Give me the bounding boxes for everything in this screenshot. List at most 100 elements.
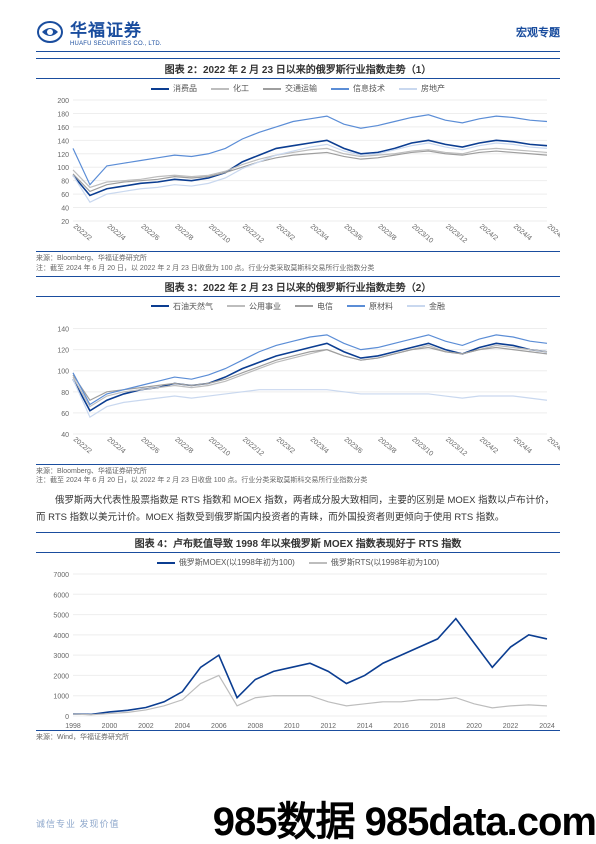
- svg-text:2023/12: 2023/12: [444, 436, 468, 458]
- svg-text:2024/6: 2024/6: [546, 223, 560, 242]
- svg-text:2014: 2014: [357, 723, 373, 730]
- svg-text:6000: 6000: [53, 593, 69, 600]
- svg-text:2024/6: 2024/6: [546, 436, 560, 455]
- svg-text:2023/12: 2023/12: [444, 223, 468, 245]
- legend-item: 石油天然气: [151, 301, 213, 312]
- svg-text:140: 140: [57, 326, 69, 333]
- svg-text:40: 40: [61, 432, 69, 439]
- svg-text:2023/8: 2023/8: [376, 436, 397, 455]
- legend-item: 原材料: [347, 301, 393, 312]
- legend-item: 化工: [211, 83, 249, 94]
- watermark: 985数据 985data.com: [213, 802, 596, 842]
- svg-text:2022/2: 2022/2: [72, 436, 93, 455]
- header-section-label: 宏观专题: [516, 24, 560, 40]
- chart-4-title: 图表 4：卢布贬值导致 1998 年以来俄罗斯 MOEX 指数表现好于 RTS …: [36, 532, 560, 553]
- svg-text:2022/12: 2022/12: [241, 436, 265, 458]
- chart-2-title: 图表 2：2022 年 2 月 23 日以来的俄罗斯行业指数走势（1）: [36, 58, 560, 79]
- svg-text:2023/2: 2023/2: [275, 223, 296, 242]
- page-header: 华福证券 HUAFU SECURITIES CO., LTD. 宏观专题: [36, 16, 560, 52]
- svg-text:2023/6: 2023/6: [343, 223, 364, 242]
- chart-2: 图表 2：2022 年 2 月 23 日以来的俄罗斯行业指数走势（1） 消费品 化…: [36, 58, 560, 274]
- chart-2-source: 来源：Bloomberg、华福证券研究所 注：截至 2024 年 6 月 20 …: [36, 251, 560, 274]
- chart-2-legend: 消费品化工交通运输信息技术房地产: [36, 79, 560, 96]
- svg-text:2018: 2018: [430, 723, 446, 730]
- logo: 华福证券 HUAFU SECURITIES CO., LTD.: [36, 16, 162, 47]
- svg-text:2022/2: 2022/2: [72, 223, 93, 242]
- svg-text:0: 0: [65, 714, 69, 721]
- chart-4-source: 来源：Wind，华福证券研究所: [36, 730, 560, 743]
- svg-text:140: 140: [57, 138, 69, 145]
- legend-item: 俄罗斯RTS(以1998年初为100): [309, 557, 439, 568]
- svg-text:120: 120: [57, 152, 69, 159]
- svg-text:2023/2: 2023/2: [275, 436, 296, 455]
- chart-3-plot: 4060801001201402022/22022/42022/62022/82…: [36, 314, 560, 464]
- svg-text:2022/4: 2022/4: [106, 223, 127, 242]
- svg-text:3000: 3000: [53, 654, 69, 661]
- svg-text:2024: 2024: [539, 723, 555, 730]
- svg-text:2022: 2022: [503, 723, 519, 730]
- svg-text:2024/4: 2024/4: [512, 436, 533, 455]
- svg-text:1998: 1998: [65, 723, 81, 730]
- legend-item: 俄罗斯MOEX(以1998年初为100): [157, 557, 295, 568]
- svg-text:2022/6: 2022/6: [139, 223, 160, 242]
- svg-text:2022/4: 2022/4: [106, 436, 127, 455]
- svg-text:2022/8: 2022/8: [173, 223, 194, 242]
- chart-4-plot: 0 1000 2000 3000 4000 5000 6000 7000 1998 2000 200…: [36, 570, 560, 730]
- svg-text:100: 100: [57, 368, 69, 375]
- legend-item: 金融: [407, 301, 445, 312]
- svg-text:2020: 2020: [466, 723, 482, 730]
- svg-text:2024/4: 2024/4: [512, 223, 533, 242]
- legend-item: 消费品: [151, 83, 197, 94]
- svg-text:20: 20: [61, 219, 69, 226]
- logo-text-cn: 华福证券: [70, 16, 162, 41]
- chart-3-source: 来源：Bloomberg、华福证券研究所 注：截至 2024 年 6 月 20 …: [36, 464, 560, 487]
- logo-icon: [36, 20, 64, 44]
- logo-text-en: HUAFU SECURITIES CO., LTD.: [70, 41, 162, 47]
- legend-item: 公用事业: [227, 301, 281, 312]
- svg-text:2024/2: 2024/2: [478, 223, 499, 242]
- svg-text:1000: 1000: [53, 694, 69, 701]
- chart-3-title: 图表 3：2022 年 2 月 23 日以来的俄罗斯行业指数走势（2）: [36, 276, 560, 297]
- svg-text:80: 80: [61, 389, 69, 396]
- svg-text:4000: 4000: [53, 633, 69, 640]
- svg-text:60: 60: [61, 192, 69, 199]
- svg-text:2000: 2000: [102, 723, 118, 730]
- svg-text:60: 60: [61, 411, 69, 418]
- svg-text:2022/12: 2022/12: [241, 223, 265, 245]
- chart-3-legend: 石油天然气 公用事业 电信 原材料 金融: [36, 297, 560, 314]
- svg-text:2006: 2006: [211, 723, 227, 730]
- svg-text:2002: 2002: [138, 723, 154, 730]
- svg-text:2016: 2016: [393, 723, 409, 730]
- svg-text:180: 180: [57, 111, 69, 118]
- svg-text:2023/10: 2023/10: [410, 223, 434, 245]
- svg-text:80: 80: [61, 179, 69, 186]
- svg-text:2010: 2010: [284, 723, 300, 730]
- svg-text:2024/2: 2024/2: [478, 436, 499, 455]
- legend-item: 电信: [295, 301, 333, 312]
- svg-text:100: 100: [57, 165, 69, 172]
- svg-text:2000: 2000: [53, 674, 69, 681]
- footer-tagline: 诚信专业 发现价值: [36, 817, 120, 830]
- svg-text:2022/6: 2022/6: [139, 436, 160, 455]
- svg-text:5000: 5000: [53, 613, 69, 620]
- legend-item: 房地产: [399, 83, 445, 94]
- svg-text:2022/8: 2022/8: [173, 436, 194, 455]
- svg-text:2023/4: 2023/4: [309, 436, 330, 455]
- svg-text:2023/6: 2023/6: [343, 436, 364, 455]
- svg-text:2004: 2004: [175, 723, 191, 730]
- svg-text:2023/4: 2023/4: [309, 223, 330, 242]
- svg-text:40: 40: [61, 206, 69, 213]
- svg-text:160: 160: [57, 125, 69, 132]
- chart-4: 图表 4：卢布贬值导致 1998 年以来俄罗斯 MOEX 指数表现好于 RTS …: [36, 532, 560, 743]
- svg-text:7000: 7000: [53, 572, 69, 579]
- chart-3: 图表 3：2022 年 2 月 23 日以来的俄罗斯行业指数走势（2） 石油天然…: [36, 276, 560, 487]
- svg-text:2022/10: 2022/10: [207, 436, 231, 458]
- svg-text:2023/10: 2023/10: [410, 436, 434, 458]
- svg-text:200: 200: [57, 98, 69, 105]
- chart-2-plot: 20 40 60 80 100 120 140 160 180 200 2022/2 2022/4 20…: [36, 96, 560, 251]
- svg-text:2023/8: 2023/8: [376, 223, 397, 242]
- svg-text:2022/10: 2022/10: [207, 223, 231, 245]
- body-paragraph: 俄罗斯两大代表性股票指数是 RTS 指数和 MOEX 指数，两者成分股大致相同，…: [36, 492, 560, 526]
- svg-text:2012: 2012: [320, 723, 336, 730]
- legend-item: 交通运输: [263, 83, 317, 94]
